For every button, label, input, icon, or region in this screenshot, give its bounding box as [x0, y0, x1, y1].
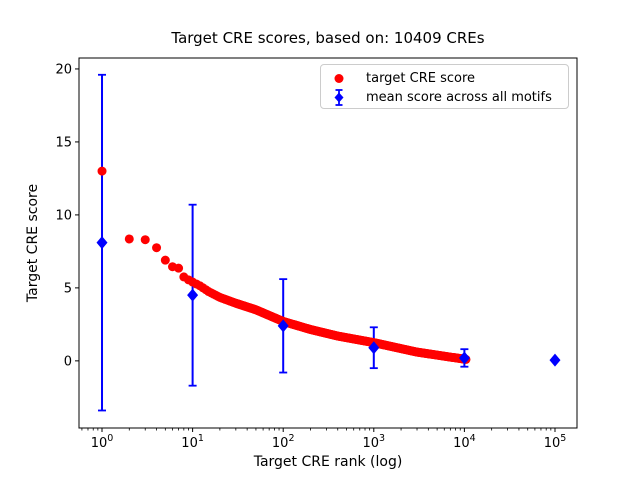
svg-text:0: 0	[64, 354, 72, 369]
svg-text:103: 103	[362, 433, 385, 451]
y-axis-label: Target CRE score	[25, 183, 41, 303]
y-axis-ticks: 0 5 10 15 20	[55, 62, 79, 369]
x-axis-ticks: 100 101 102 103 104 105	[91, 428, 567, 451]
svg-text:101: 101	[181, 433, 204, 451]
svg-text:20: 20	[55, 62, 72, 77]
legend-item-target: target CRE score	[331, 69, 568, 88]
mean-errorbars	[98, 73, 469, 412]
svg-text:10: 10	[55, 208, 72, 223]
red-dot-icon	[331, 69, 347, 88]
svg-text:100: 100	[91, 433, 114, 451]
blue-diamond-errorbar-icon	[331, 88, 347, 107]
legend-label-mean: mean score across all motifs	[366, 90, 552, 105]
svg-text:15: 15	[55, 135, 72, 150]
legend-item-mean: mean score across all motifs	[331, 88, 568, 107]
chart-title: Target CRE scores, based on: 10409 CREs	[171, 29, 485, 47]
plot-spines	[78, 57, 578, 429]
legend-label-target: target CRE score	[366, 71, 476, 86]
svg-text:5: 5	[64, 281, 72, 296]
target-score-dots	[97, 166, 471, 364]
mean-diamonds	[96, 236, 561, 367]
svg-text:102: 102	[272, 433, 295, 451]
svg-text:104: 104	[453, 433, 476, 451]
svg-text:105: 105	[544, 433, 567, 451]
x-axis-label: Target CRE rank (log)	[253, 454, 403, 470]
legend: target CRE score mean score across all m…	[320, 64, 569, 109]
